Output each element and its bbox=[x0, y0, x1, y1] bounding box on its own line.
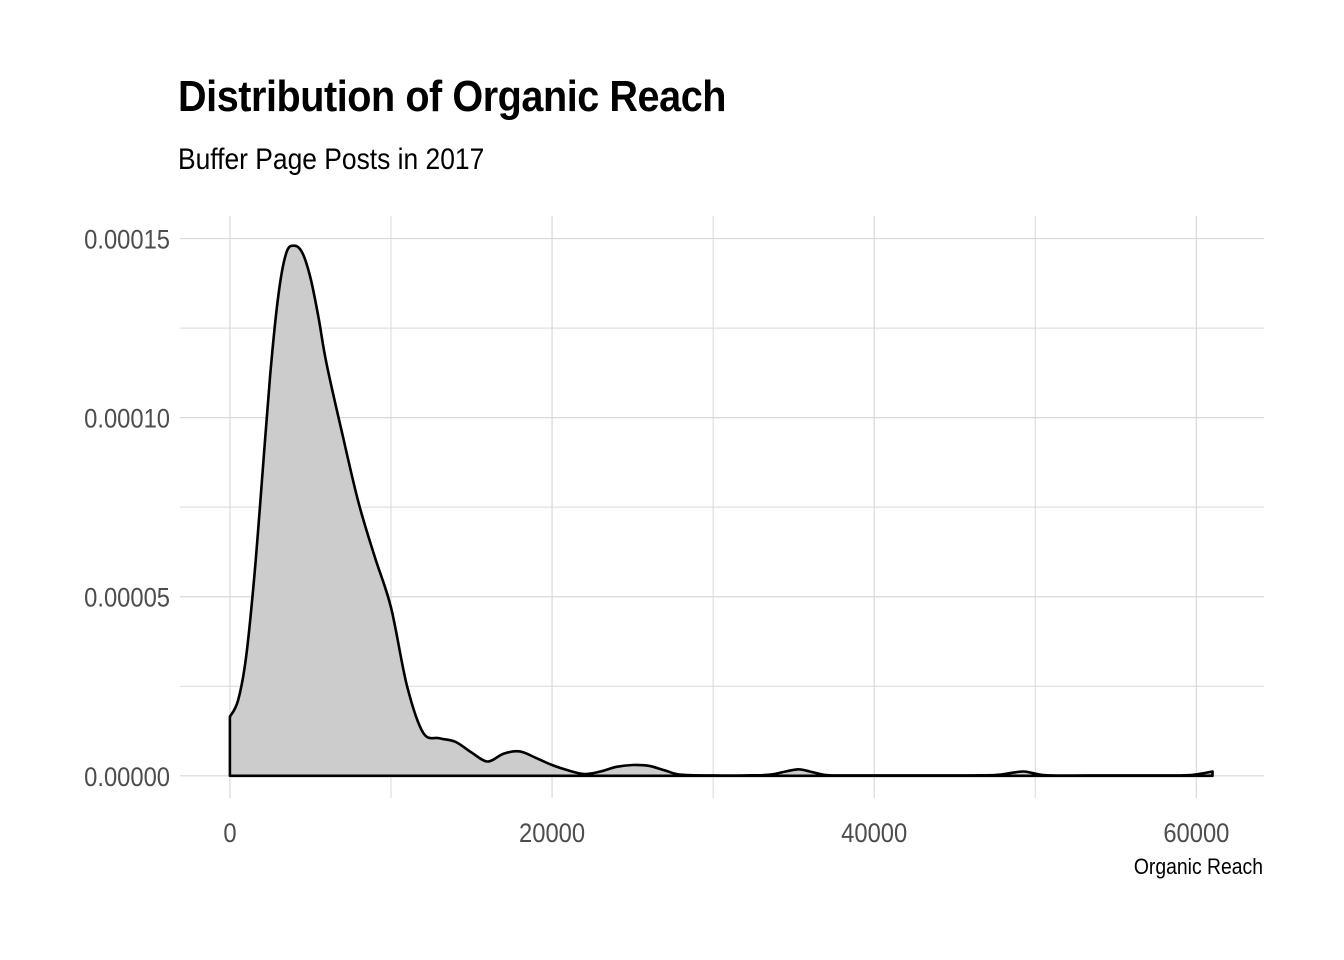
y-tick-label: 0.00015 bbox=[84, 225, 170, 255]
x-axis-label: Organic Reach bbox=[1134, 855, 1263, 879]
chart-subtitle: Buffer Page Posts in 2017 bbox=[178, 143, 485, 176]
x-tick-label: 0 bbox=[223, 819, 236, 849]
y-tick-label: 0.00000 bbox=[84, 762, 170, 792]
y-tick-label: 0.00005 bbox=[84, 583, 170, 613]
x-tick-label: 40000 bbox=[841, 819, 907, 849]
x-tick-label: 60000 bbox=[1163, 819, 1229, 849]
density-line bbox=[228, 244, 1214, 778]
density-area bbox=[229, 245, 1213, 776]
y-tick-label: 0.00010 bbox=[84, 404, 170, 434]
chart-title: Distribution of Organic Reach bbox=[178, 72, 727, 121]
x-tick-label: 20000 bbox=[519, 819, 585, 849]
x-tick-labels: 0 20000 40000 60000 bbox=[223, 819, 1229, 849]
y-tick-labels: 0.00000 0.00005 0.00010 0.00015 bbox=[84, 225, 170, 792]
